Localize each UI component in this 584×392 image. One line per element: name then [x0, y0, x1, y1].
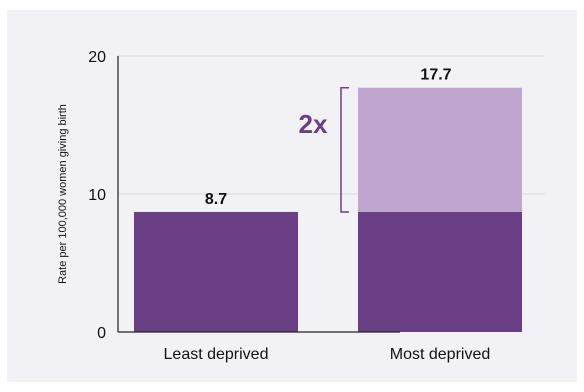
- annotation-label: 2x: [299, 109, 328, 139]
- bars: [134, 87, 522, 332]
- axes: [117, 56, 400, 333]
- y-tick-label: 20: [88, 49, 106, 66]
- bar-least-deprived: [134, 211, 298, 332]
- y-tick-label: 10: [88, 187, 106, 204]
- data-label: 8.7: [205, 191, 227, 208]
- data-labels: 8.7 17.7: [205, 67, 452, 208]
- data-label: 17.7: [420, 67, 451, 84]
- y-tick-labels: 0 10 20: [88, 49, 106, 342]
- doubling-annotation: 2x: [299, 86, 349, 213]
- y-axis-title: Rate per 100,000 women giving birth: [57, 104, 69, 284]
- bar-most-deprived-excess: [358, 87, 522, 212]
- x-tick-labels: Least deprived Most deprived: [164, 346, 491, 363]
- y-tick-label: 0: [97, 325, 106, 342]
- bar-most-deprived-base: [358, 211, 522, 332]
- annotation-bracket: [340, 86, 349, 213]
- x-tick-label: Most deprived: [390, 346, 491, 363]
- x-tick-label: Least deprived: [164, 346, 269, 363]
